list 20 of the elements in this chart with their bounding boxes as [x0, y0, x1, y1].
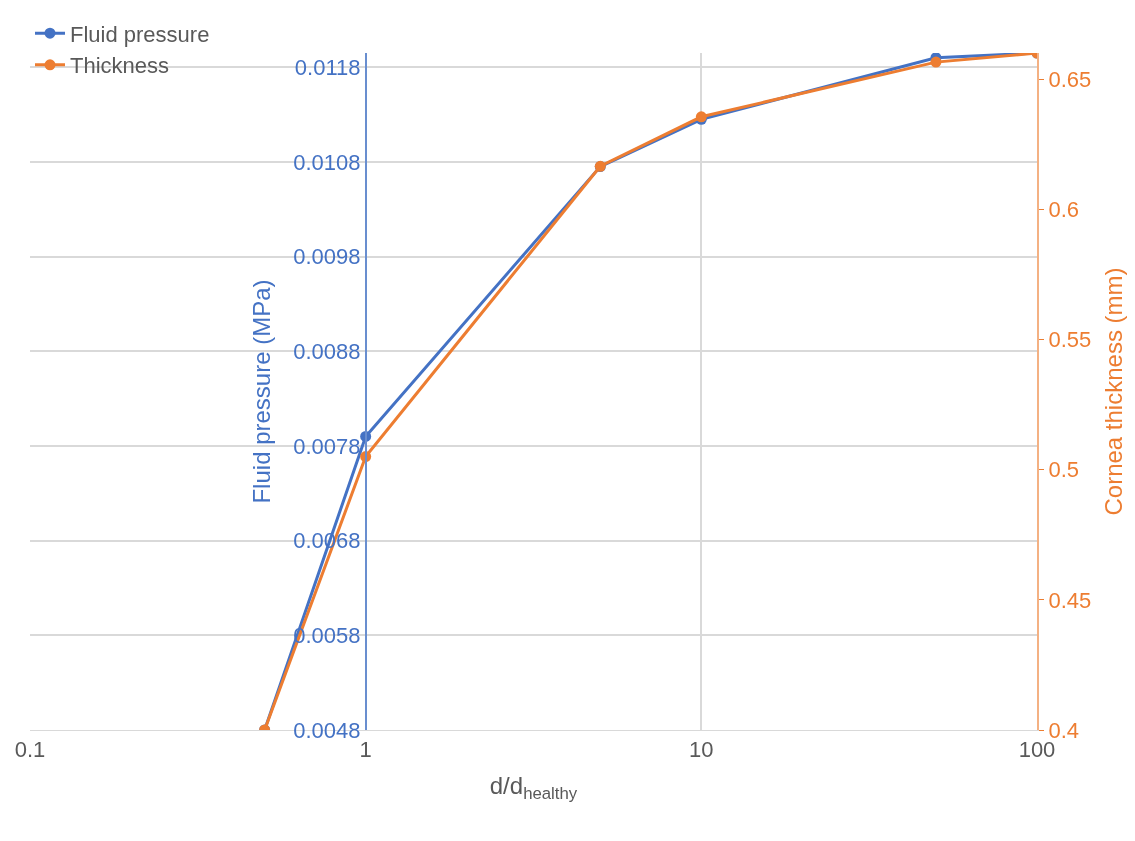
y2-tick-label: 0.5: [1048, 457, 1079, 483]
x-tick-label: 1: [359, 737, 372, 763]
y-tick-label: 0.0088: [293, 338, 361, 364]
y2-axis-title: Cornea thickness (mm): [1100, 267, 1128, 516]
y-tick-label: 0.0078: [293, 433, 361, 459]
y2-tick-label: 0.45: [1048, 587, 1092, 613]
legend-label: Fluid pressure: [70, 21, 210, 47]
y-tick-label: 0.0048: [293, 717, 361, 743]
y-axis-title: Fluid pressure (MPa): [247, 279, 275, 504]
x-axis-title: d/d$_{healthy}$: [489, 771, 578, 803]
y2-tick-label: 0.65: [1048, 66, 1092, 92]
y2-tick-label: 0.6: [1048, 196, 1079, 222]
y-tick-label: 0.0118: [294, 54, 361, 80]
point: [930, 56, 942, 68]
legend-label: Thickness: [70, 53, 170, 79]
y-tick-label: 0.0098: [293, 244, 361, 270]
x-tick-label: 0.1: [14, 737, 46, 763]
y2-tick-label: 0.55: [1048, 327, 1092, 353]
x-tick-label: 10: [689, 737, 714, 763]
y-tick-label: 0.0108: [293, 149, 361, 175]
